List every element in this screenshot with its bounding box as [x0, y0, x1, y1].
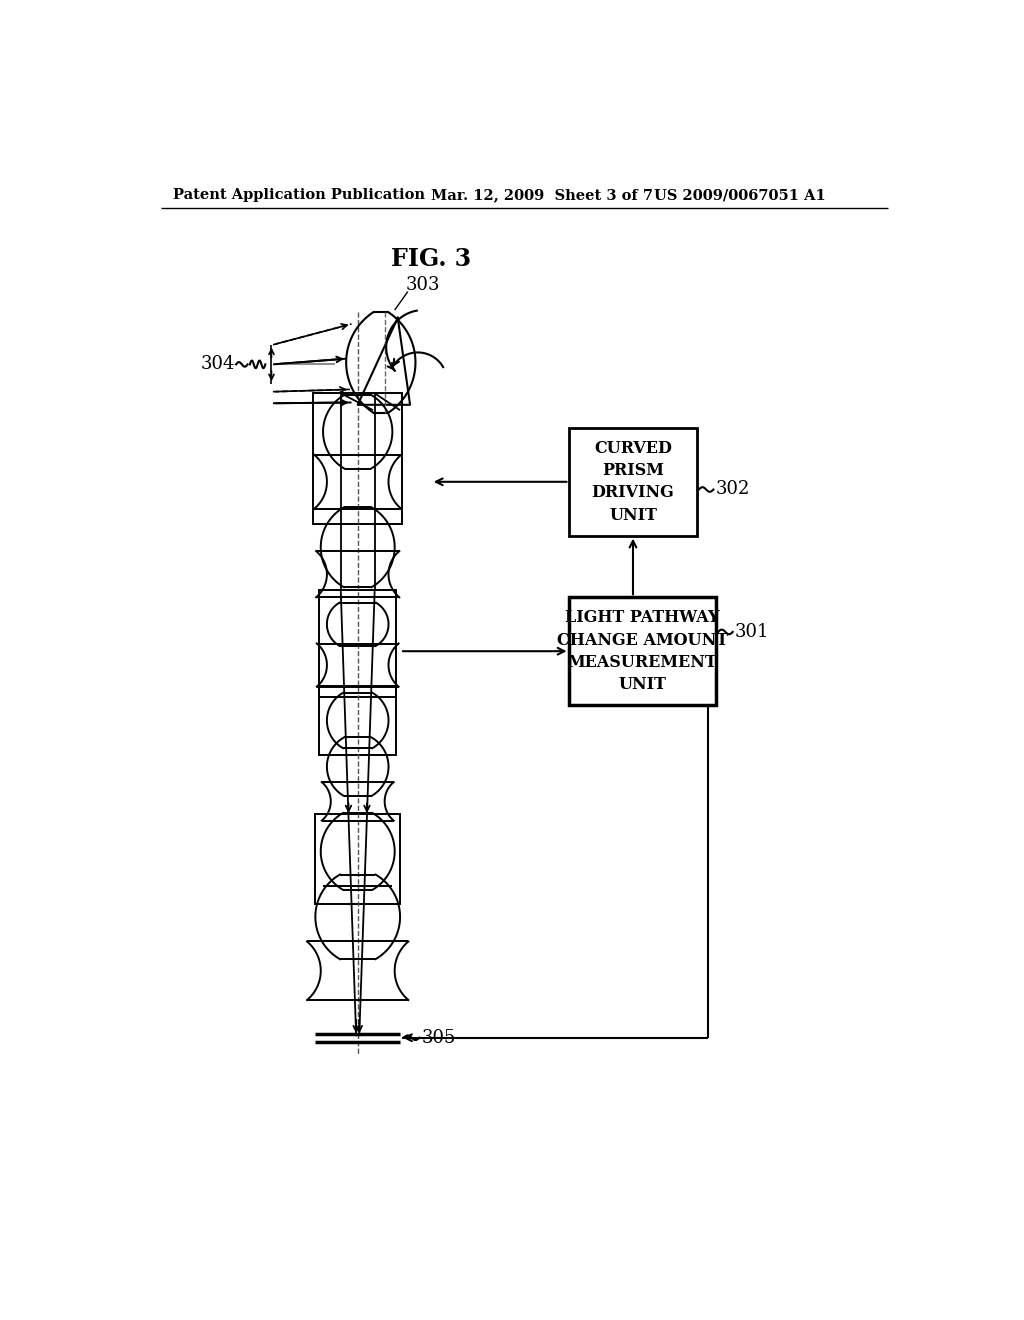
- Text: 303: 303: [406, 276, 440, 294]
- Bar: [319, 686, 396, 755]
- Text: FIG. 3: FIG. 3: [391, 247, 471, 271]
- Text: Mar. 12, 2009  Sheet 3 of 7: Mar. 12, 2009 Sheet 3 of 7: [431, 189, 653, 202]
- Text: CURVED
PRISM
DRIVING
UNIT: CURVED PRISM DRIVING UNIT: [592, 440, 675, 524]
- Text: US 2009/0067051 A1: US 2009/0067051 A1: [654, 189, 826, 202]
- Bar: [315, 814, 400, 904]
- Text: 304: 304: [200, 355, 234, 374]
- Text: 302: 302: [716, 480, 751, 499]
- Bar: [319, 590, 396, 697]
- Text: 301: 301: [735, 623, 769, 642]
- Text: Patent Application Publication: Patent Application Publication: [173, 189, 425, 202]
- Text: 305: 305: [422, 1028, 456, 1047]
- Bar: [569, 428, 696, 536]
- Text: LIGHT PATHWAY
CHANGE AMOUNT
MEASUREMENT
UNIT: LIGHT PATHWAY CHANGE AMOUNT MEASUREMENT …: [557, 610, 728, 693]
- Bar: [313, 393, 402, 524]
- Bar: [569, 598, 716, 705]
